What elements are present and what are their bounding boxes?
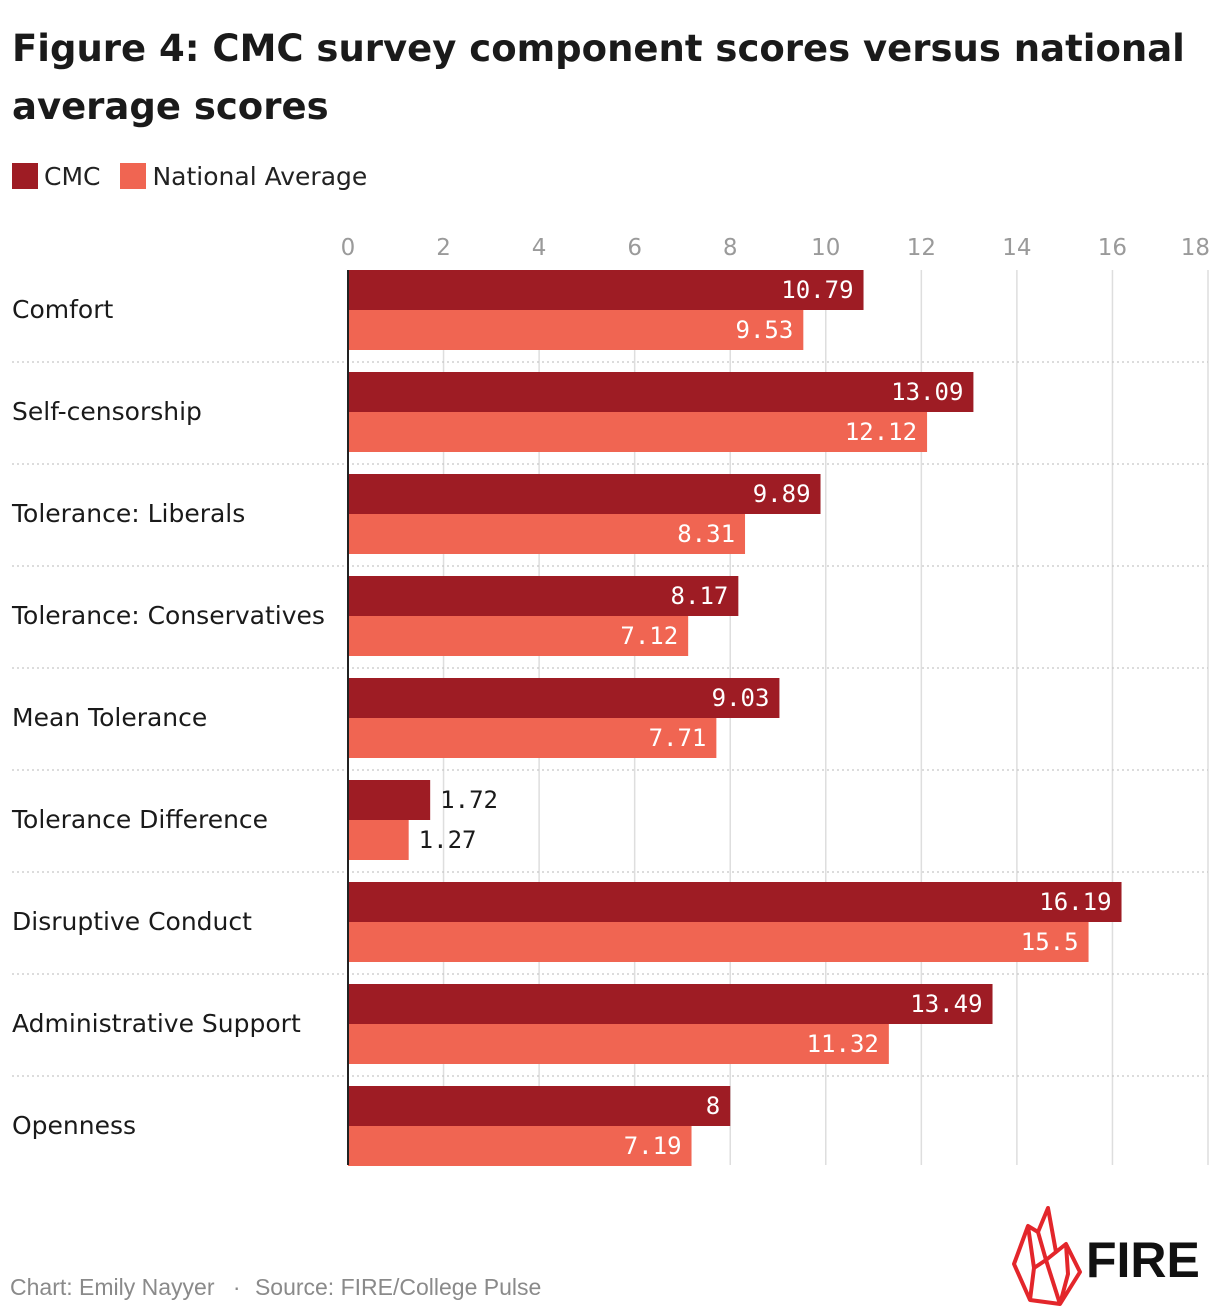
bar-national-average — [348, 1024, 889, 1064]
data-labels: 10.799.5313.0912.129.898.318.177.129.037… — [419, 276, 1112, 1160]
x-tick-label: 14 — [1002, 235, 1031, 261]
fire-logo: FIRE — [1012, 1206, 1200, 1306]
legend-label-cmc: CMC — [44, 161, 101, 191]
footer: Chart: Emily Nayyer · Source: FIRE/Colle… — [10, 1274, 541, 1301]
bar-national-average — [348, 1126, 692, 1166]
bar-national-average — [348, 922, 1089, 962]
bar-cmc — [348, 984, 993, 1024]
data-label: 11.32 — [807, 1030, 879, 1058]
category-label: Tolerance Difference — [11, 805, 268, 834]
x-tick-label: 10 — [811, 235, 840, 261]
x-tick-label: 6 — [627, 235, 642, 261]
flame-icon — [1012, 1206, 1082, 1306]
data-label: 15.5 — [1021, 928, 1079, 956]
data-label: 7.19 — [624, 1132, 682, 1160]
bar-cmc — [348, 1086, 731, 1126]
legend: CMC National Average — [12, 158, 387, 194]
data-label: 13.49 — [910, 990, 982, 1018]
chart-title: Figure 4: CMC survey component scores ve… — [12, 27, 1185, 128]
category-label: Comfort — [12, 295, 113, 324]
data-label: 7.12 — [620, 622, 678, 650]
bar-national-average — [348, 514, 746, 554]
bar-cmc — [348, 372, 974, 412]
bar-cmc — [348, 780, 431, 820]
category-label: Mean Tolerance — [12, 703, 207, 732]
bar-cmc — [348, 270, 864, 310]
data-label: 9.03 — [712, 684, 770, 712]
legend-label-national-average: National Average — [152, 161, 368, 191]
data-label: 8.31 — [677, 520, 735, 548]
category-label: Tolerance: Liberals — [11, 499, 245, 528]
footer-separator: · — [232, 1274, 241, 1300]
x-tick-label: 8 — [723, 235, 738, 261]
data-label: 10.79 — [781, 276, 853, 304]
row-separators — [12, 361, 1208, 1077]
category-label: Self-censorship — [12, 397, 202, 426]
bar-national-average — [348, 310, 804, 350]
data-label: 8 — [706, 1092, 720, 1120]
bar-national-average — [348, 718, 717, 758]
bar-national-average — [348, 616, 689, 656]
bar-national-average — [348, 820, 409, 860]
category-label: Tolerance: Conservatives — [11, 601, 325, 630]
x-tick-label: 4 — [532, 235, 547, 261]
bars — [348, 270, 1122, 1166]
data-label: 16.19 — [1039, 888, 1111, 916]
logo-wordmark: FIRE — [1086, 1232, 1200, 1288]
data-label: 1.72 — [440, 786, 498, 814]
data-label: 7.71 — [649, 724, 707, 752]
bar-cmc — [348, 678, 780, 718]
x-tick-label: 18 — [1181, 235, 1210, 261]
data-label: 12.12 — [845, 418, 917, 446]
x-axis-ticks: 0 2 4 6 8 10 12 14 16 18 — [341, 235, 1210, 261]
data-label: 9.53 — [736, 316, 794, 344]
bar-national-average — [348, 412, 928, 452]
chart-source: Source: FIRE/College Pulse — [254, 1274, 542, 1300]
category-label: Openness — [12, 1111, 136, 1140]
legend-swatch-national-average — [120, 163, 147, 189]
x-tick-label: 2 — [436, 235, 451, 261]
data-label: 13.09 — [891, 378, 963, 406]
data-label: 1.27 — [419, 826, 477, 854]
bar-cmc — [348, 474, 821, 514]
legend-swatch-cmc — [12, 163, 38, 189]
category-label: Administrative Support — [12, 1009, 301, 1038]
x-tick-label: 16 — [1098, 235, 1127, 261]
bar-cmc — [348, 882, 1122, 922]
data-label: 9.89 — [753, 480, 811, 508]
bar-chart: 0 2 4 6 8 10 12 14 16 18 Comfort Self-censorship To… — [11, 235, 1210, 1166]
legend-item-cmc: CMC — [12, 162, 100, 191]
legend-item-national-average: National Average — [120, 162, 367, 191]
x-tick-label: 0 — [341, 235, 356, 261]
bar-cmc — [348, 576, 739, 616]
category-label: Disruptive Conduct — [12, 907, 252, 936]
chart-credit: Chart: Emily Nayyer — [10, 1274, 215, 1300]
x-tick-label: 12 — [907, 235, 936, 261]
category-labels: Comfort Self-censorship Tolerance: Liberal… — [11, 295, 325, 1140]
data-label: 8.17 — [671, 582, 729, 610]
